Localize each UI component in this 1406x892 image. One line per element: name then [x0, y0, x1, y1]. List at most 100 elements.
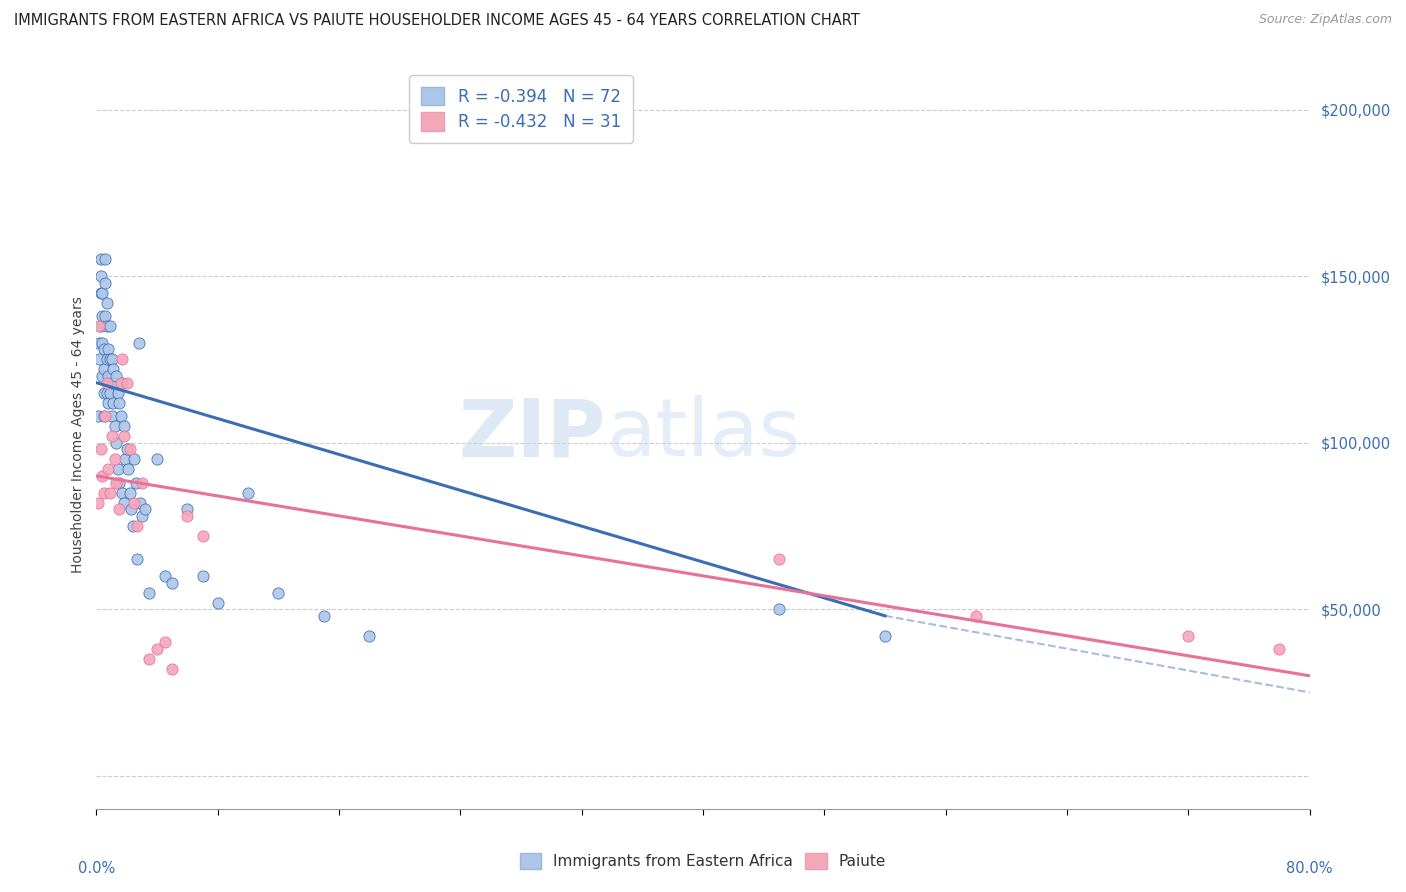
Point	[90, 285, 112, 300]
Point	[160, 575, 183, 590]
Point	[127, 552, 149, 566]
Point	[100, 429, 122, 443]
Point	[98, 485, 121, 500]
Point	[112, 495, 135, 509]
Point	[146, 452, 169, 467]
Point	[138, 652, 160, 666]
Point	[96, 385, 118, 400]
Point	[112, 429, 135, 443]
Text: IMMIGRANTS FROM EASTERN AFRICA VS PAIUTE HOUSEHOLDER INCOME AGES 45 - 64 YEARS C: IMMIGRANTS FROM EASTERN AFRICA VS PAIUTE…	[14, 13, 860, 29]
Point	[93, 485, 115, 500]
Point	[114, 452, 136, 467]
Text: 0.0%: 0.0%	[77, 861, 115, 876]
Point	[91, 469, 114, 483]
Point	[98, 352, 121, 367]
Point	[89, 352, 111, 367]
Point	[108, 475, 131, 490]
Point	[90, 442, 112, 457]
Legend: R = -0.394   N = 72, R = -0.432   N = 31: R = -0.394 N = 72, R = -0.432 N = 31	[409, 76, 633, 143]
Point	[101, 362, 124, 376]
Text: atlas: atlas	[606, 395, 800, 474]
Point	[134, 502, 156, 516]
Point	[94, 409, 117, 423]
Point	[176, 508, 198, 523]
Point	[91, 335, 114, 350]
Point	[768, 602, 790, 616]
Point	[127, 519, 149, 533]
Point	[90, 269, 112, 284]
Point	[96, 352, 118, 367]
Point	[131, 508, 153, 523]
Point	[121, 519, 143, 533]
Point	[96, 376, 118, 390]
Point	[91, 309, 114, 323]
Point	[97, 395, 120, 409]
Point	[107, 385, 129, 400]
Point	[93, 385, 115, 400]
Point	[873, 629, 896, 643]
Point	[98, 319, 121, 334]
Point	[965, 608, 987, 623]
Point	[115, 376, 138, 390]
Text: Source: ZipAtlas.com: Source: ZipAtlas.com	[1258, 13, 1392, 27]
Point	[267, 585, 290, 599]
Point	[1268, 642, 1291, 657]
Point	[93, 362, 115, 376]
Point	[160, 662, 183, 676]
Point	[105, 435, 128, 450]
Point	[146, 642, 169, 657]
Point	[96, 319, 118, 334]
Point	[91, 369, 114, 384]
Legend: Immigrants from Eastern Africa, Paiute: Immigrants from Eastern Africa, Paiute	[513, 847, 893, 875]
Point	[89, 319, 111, 334]
Point	[111, 376, 134, 390]
Point	[153, 569, 176, 583]
Point	[122, 495, 145, 509]
Point	[129, 495, 152, 509]
Point	[768, 552, 790, 566]
Point	[100, 409, 122, 423]
Point	[105, 475, 128, 490]
Point	[191, 529, 214, 543]
Text: 80.0%: 80.0%	[1286, 861, 1333, 876]
Point	[191, 569, 214, 583]
Point	[97, 343, 120, 357]
Point	[207, 595, 229, 609]
Point	[103, 376, 125, 390]
Point	[98, 385, 121, 400]
Point	[115, 442, 138, 457]
Point	[87, 409, 110, 423]
Point	[105, 369, 128, 384]
Point	[125, 475, 148, 490]
Point	[312, 608, 335, 623]
Point	[359, 629, 381, 643]
Point	[94, 309, 117, 323]
Point	[100, 376, 122, 390]
Point	[94, 252, 117, 267]
Point	[236, 485, 259, 500]
Point	[87, 495, 110, 509]
Point	[103, 419, 125, 434]
Point	[117, 462, 139, 476]
Point	[108, 395, 131, 409]
Text: ZIP: ZIP	[458, 395, 606, 474]
Point	[90, 252, 112, 267]
Point	[110, 409, 132, 423]
Point	[111, 485, 134, 500]
Point	[107, 462, 129, 476]
Point	[90, 319, 112, 334]
Point	[93, 343, 115, 357]
Point	[118, 485, 141, 500]
Y-axis label: Householder Income Ages 45 - 64 years: Householder Income Ages 45 - 64 years	[72, 296, 86, 573]
Point	[96, 295, 118, 310]
Point	[138, 585, 160, 599]
Point	[103, 452, 125, 467]
Point	[112, 419, 135, 434]
Point	[118, 442, 141, 457]
Point	[176, 502, 198, 516]
Point	[89, 335, 111, 350]
Point	[93, 409, 115, 423]
Point	[108, 502, 131, 516]
Point	[110, 376, 132, 390]
Point	[97, 369, 120, 384]
